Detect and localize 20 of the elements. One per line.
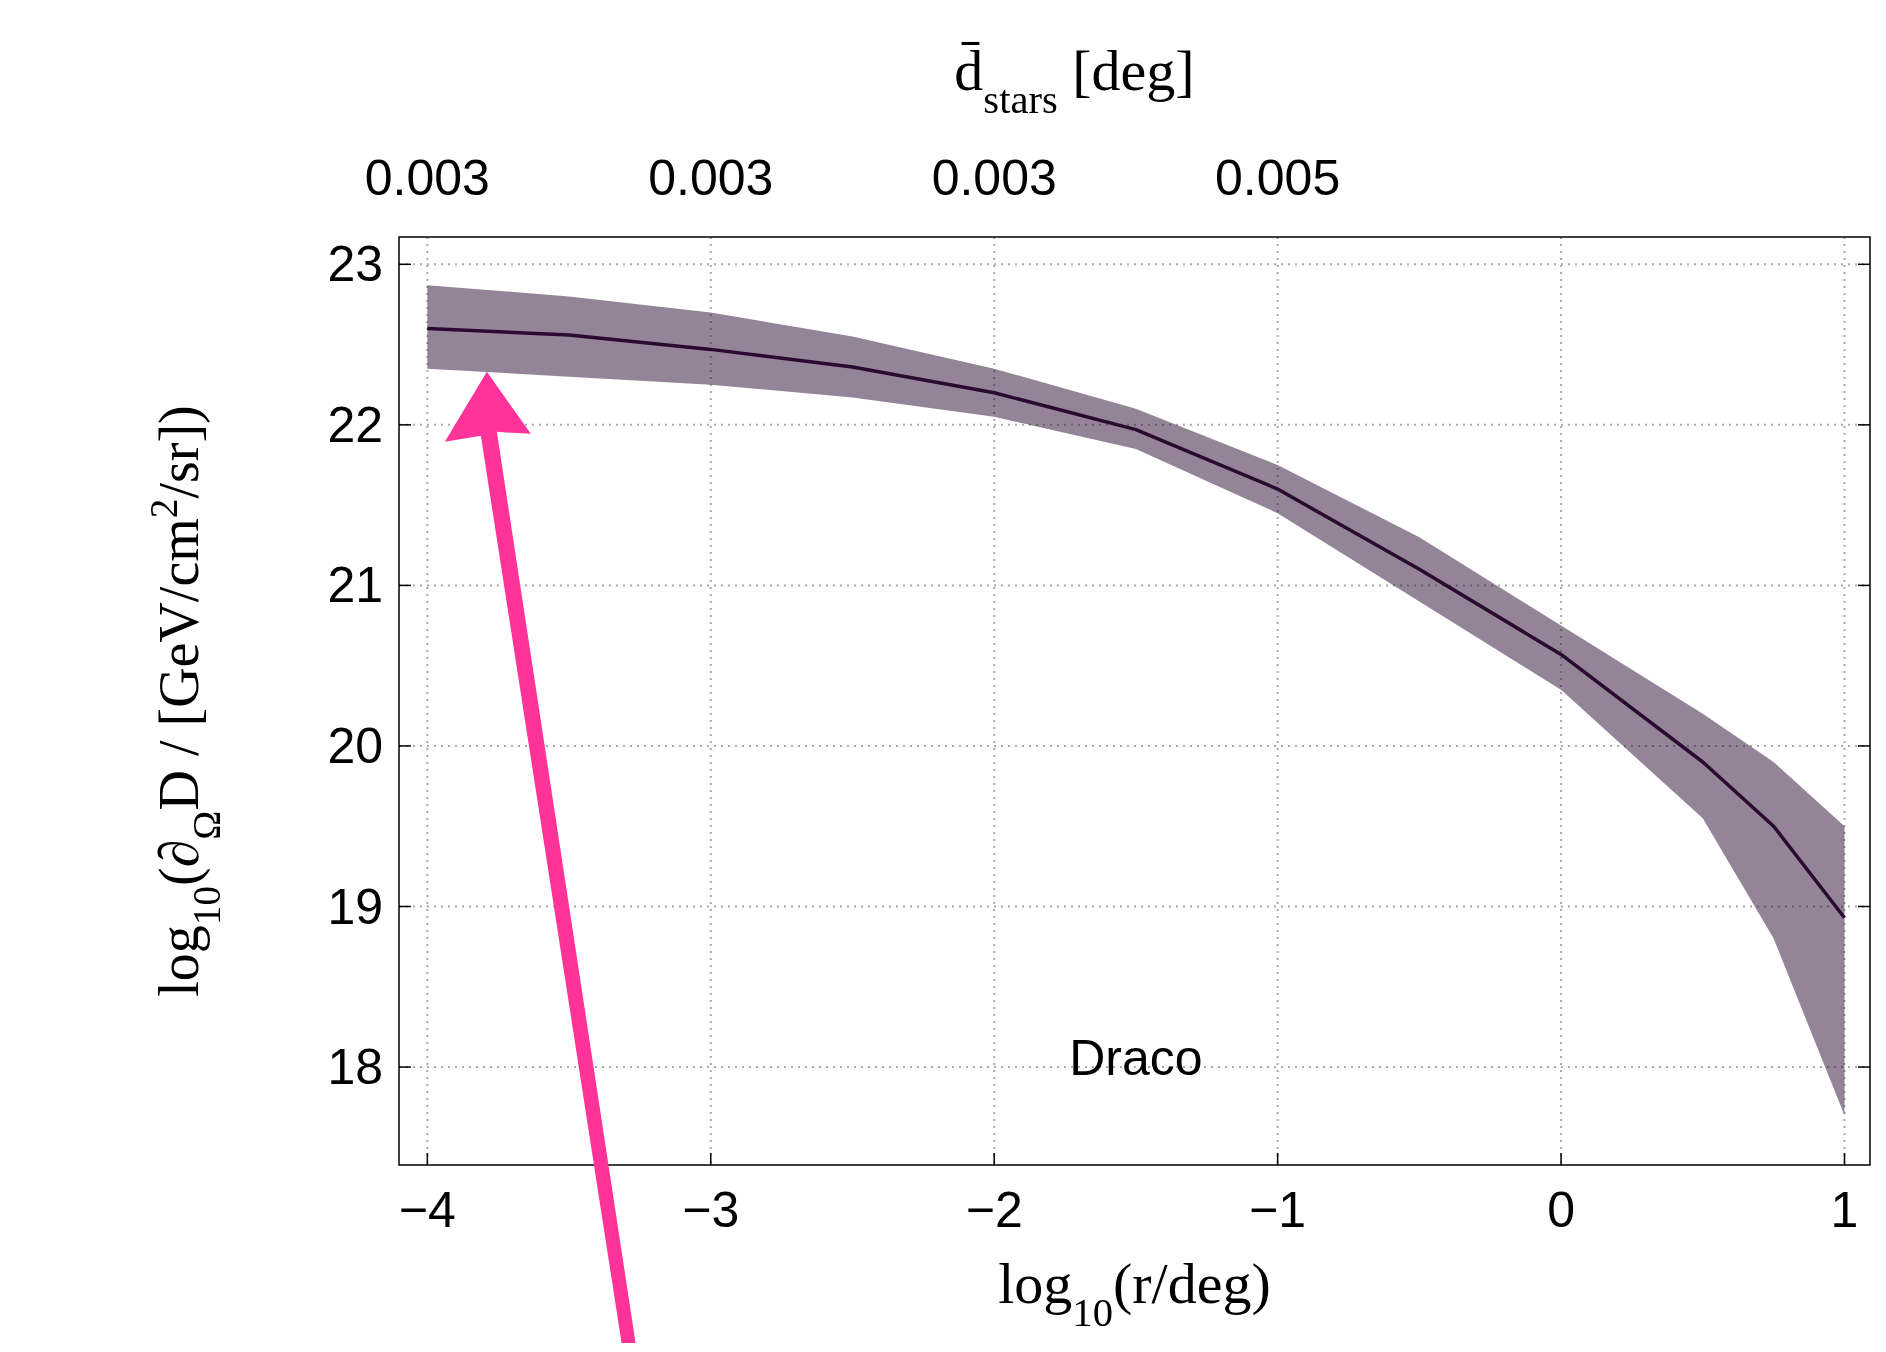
text: 0.003 [648, 150, 774, 206]
y-tick-label: 23 [327, 236, 383, 293]
x-tick-label: 0 [1547, 1182, 1575, 1238]
x2-axis-title: d̄$_{stars}$ [deg] [954, 38, 1195, 122]
y-tick-label: 20 [327, 717, 383, 774]
x-tick-label: −3 [682, 1182, 740, 1238]
text: 0.003 [931, 150, 1057, 206]
y-tick-label: 18 [327, 1039, 383, 1096]
annotation: Draco [1069, 1030, 1203, 1087]
x-axis-title: log$_{10}$(r/deg) [998, 1251, 1271, 1335]
y-tick-label: 22 [327, 396, 383, 453]
x-tick-label: −1 [1249, 1182, 1307, 1238]
x-tick-label: −4 [398, 1182, 456, 1238]
y-tick-label: 19 [327, 878, 383, 935]
x-tick-label: 1 [1830, 1182, 1859, 1238]
x-tick-label: −2 [965, 1182, 1023, 1238]
text: 0.005 [1215, 150, 1341, 206]
y-tick-label: 21 [327, 557, 383, 614]
text: 0.003 [364, 150, 490, 206]
line-series [425, 326, 1847, 920]
